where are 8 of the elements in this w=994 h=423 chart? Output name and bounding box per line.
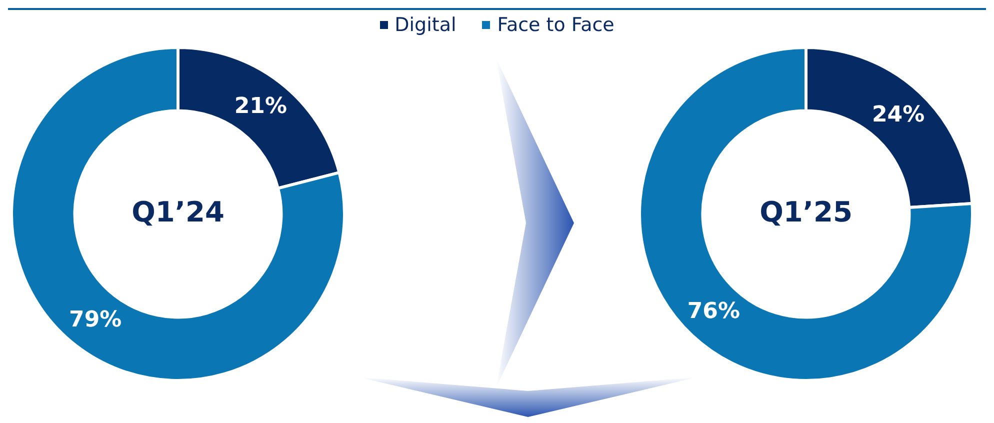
data-label: 21% bbox=[234, 94, 287, 120]
data-label: 79% bbox=[69, 307, 122, 332]
legend-label: Digital bbox=[394, 14, 456, 36]
legend-label: Face to Face bbox=[497, 14, 614, 36]
text: Q1’24 bbox=[132, 195, 224, 228]
data-label: 76% bbox=[687, 299, 740, 324]
text: Q1’25 bbox=[760, 195, 852, 228]
data-label: 24% bbox=[872, 102, 925, 128]
